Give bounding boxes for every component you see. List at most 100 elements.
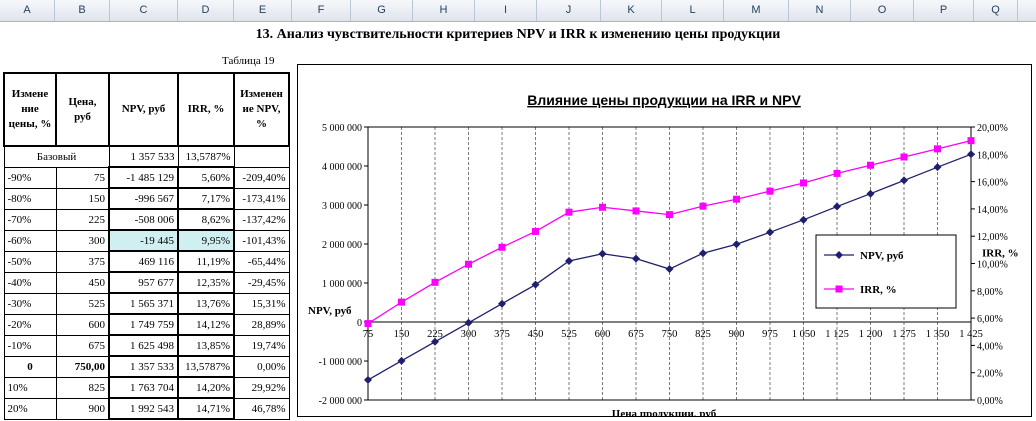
column-header-q[interactable]: Q <box>974 0 1018 21</box>
x-tick-label: 375 <box>494 329 510 340</box>
column-header-c[interactable]: C <box>110 0 178 21</box>
table-row: -80% 150 -996 567 7,17% -173,41% <box>3 187 290 210</box>
table-cell[interactable]: -50% <box>3 250 57 273</box>
table-row: 10% 825 1 763 704 14,20% 29,92% <box>3 376 290 399</box>
irr-point <box>532 227 539 235</box>
header-change-price[interactable]: Измене ние цены, % <box>3 72 57 147</box>
chart-area[interactable]: Влияние цены продукции на IRR и NPV 5 000… <box>297 64 1032 420</box>
table-cell[interactable]: 375 <box>55 250 110 273</box>
table-cell[interactable]: 750,00 <box>55 355 110 378</box>
table-cell[interactable]: 1 749 759 <box>108 313 179 336</box>
table-cell[interactable]: 9,95% <box>177 229 235 252</box>
column-header-d[interactable]: D <box>178 0 234 21</box>
table-cell[interactable]: 150 <box>55 187 110 210</box>
table-cell[interactable]: 10% <box>3 376 57 399</box>
column-header-j[interactable]: J <box>537 0 601 21</box>
table-cell[interactable]: 1 625 498 <box>108 334 179 357</box>
x-tick-label: 825 <box>695 329 711 340</box>
irr-point <box>465 260 472 268</box>
table-cell[interactable]: -508 006 <box>108 208 179 231</box>
table-cell[interactable]: 225 <box>55 208 110 231</box>
table-cell[interactable]: -996 567 <box>108 187 179 210</box>
table-cell[interactable]: -60% <box>3 229 57 252</box>
table-cell[interactable]: 900 <box>55 397 110 420</box>
column-header-i[interactable]: I <box>475 0 537 21</box>
table-cell[interactable]: 450 <box>55 271 110 294</box>
table-cell[interactable]: 600 <box>55 313 110 336</box>
column-header-n[interactable]: N <box>789 0 851 21</box>
table-cell[interactable]: -40% <box>3 271 57 294</box>
y2-tick-label: 6,00% <box>977 314 1003 325</box>
table-cell[interactable]: -209,40% <box>233 166 290 189</box>
table-cell[interactable]: 20% <box>3 397 57 420</box>
table-cell[interactable]: 0,00% <box>233 355 290 378</box>
table-cell[interactable]: -20% <box>3 313 57 336</box>
table-cell[interactable]: 8,62% <box>177 208 235 231</box>
table-cell[interactable]: 14,12% <box>177 313 235 336</box>
header-change-npv[interactable]: Изменен ие NPV, % <box>233 72 290 147</box>
column-header-k[interactable]: K <box>601 0 662 21</box>
table-cell[interactable]: -1 485 129 <box>108 166 179 189</box>
column-header-e[interactable]: E <box>234 0 292 21</box>
table-cell[interactable]: 14,20% <box>177 376 235 399</box>
table-cell[interactable]: 15,31% <box>233 292 290 315</box>
column-header-o[interactable]: O <box>851 0 914 21</box>
npv-point <box>632 254 640 263</box>
table-cell[interactable]: -80% <box>3 187 57 210</box>
table-cell[interactable]: 1 992 543 <box>108 397 179 420</box>
table-cell[interactable]: 29,92% <box>233 376 290 399</box>
table-cell[interactable]: 13,85% <box>177 334 235 357</box>
base-empty[interactable] <box>233 145 290 168</box>
header-price[interactable]: Цена, руб <box>55 72 110 147</box>
base-irr[interactable]: 13,5787% <box>177 145 235 168</box>
table-cell[interactable]: -29,45% <box>233 271 290 294</box>
column-header-m[interactable]: M <box>724 0 789 21</box>
table-cell[interactable]: 0 <box>3 355 57 378</box>
table-cell[interactable]: 957 677 <box>108 271 179 294</box>
table-cell[interactable]: 14,71% <box>177 397 235 420</box>
column-header-l[interactable]: L <box>662 0 724 21</box>
table-cell[interactable]: 1 565 371 <box>108 292 179 315</box>
table-cell[interactable]: 46,78% <box>233 397 290 420</box>
table-cell[interactable]: 7,17% <box>177 187 235 210</box>
y-tick-label: 2 000 000 <box>322 240 362 251</box>
column-header-h[interactable]: H <box>413 0 475 21</box>
x-tick-label: 150 <box>394 329 410 340</box>
header-irr[interactable]: IRR, % <box>177 72 235 147</box>
table-cell[interactable]: -19 445 <box>108 229 179 252</box>
table-cell[interactable]: 1 763 704 <box>108 376 179 399</box>
table-cell[interactable]: -101,43% <box>233 229 290 252</box>
table-cell[interactable]: 13,76% <box>177 292 235 315</box>
table-cell[interactable]: 525 <box>55 292 110 315</box>
table-cell[interactable]: 11,19% <box>177 250 235 273</box>
table-cell[interactable]: 300 <box>55 229 110 252</box>
table-cell[interactable]: 675 <box>55 334 110 357</box>
table-cell[interactable]: -10% <box>3 334 57 357</box>
table-cell[interactable]: 28,89% <box>233 313 290 336</box>
table-cell[interactable]: -137,42% <box>233 208 290 231</box>
table-cell[interactable]: -70% <box>3 208 57 231</box>
table-cell[interactable]: -90% <box>3 166 57 189</box>
table-cell[interactable]: 825 <box>55 376 110 399</box>
header-npv[interactable]: NPV, руб <box>108 72 179 147</box>
table-cell[interactable]: 75 <box>55 166 110 189</box>
npv-point <box>665 265 674 274</box>
table-cell[interactable]: -30% <box>3 292 57 315</box>
column-header-f[interactable]: F <box>292 0 351 21</box>
column-header-a[interactable]: A <box>0 0 55 21</box>
table-cell[interactable]: 469 116 <box>108 250 179 273</box>
table-cell[interactable]: -173,41% <box>233 187 290 210</box>
table-cell[interactable]: 13,5787% <box>177 355 235 378</box>
column-header-g[interactable]: G <box>351 0 413 21</box>
table-cell[interactable]: 5,60% <box>177 166 235 189</box>
irr-point <box>900 153 908 161</box>
npv-point <box>933 163 942 172</box>
table-cell[interactable]: 12,35% <box>177 271 235 294</box>
column-header-b[interactable]: B <box>55 0 110 21</box>
table-cell[interactable]: 19,74% <box>233 334 290 357</box>
table-cell[interactable]: 1 357 533 <box>108 355 179 378</box>
table-cell[interactable]: -65,44% <box>233 250 290 273</box>
column-header-p[interactable]: P <box>914 0 974 21</box>
base-label[interactable]: Базовый <box>3 145 110 168</box>
base-npv[interactable]: 1 357 533 <box>108 145 179 168</box>
